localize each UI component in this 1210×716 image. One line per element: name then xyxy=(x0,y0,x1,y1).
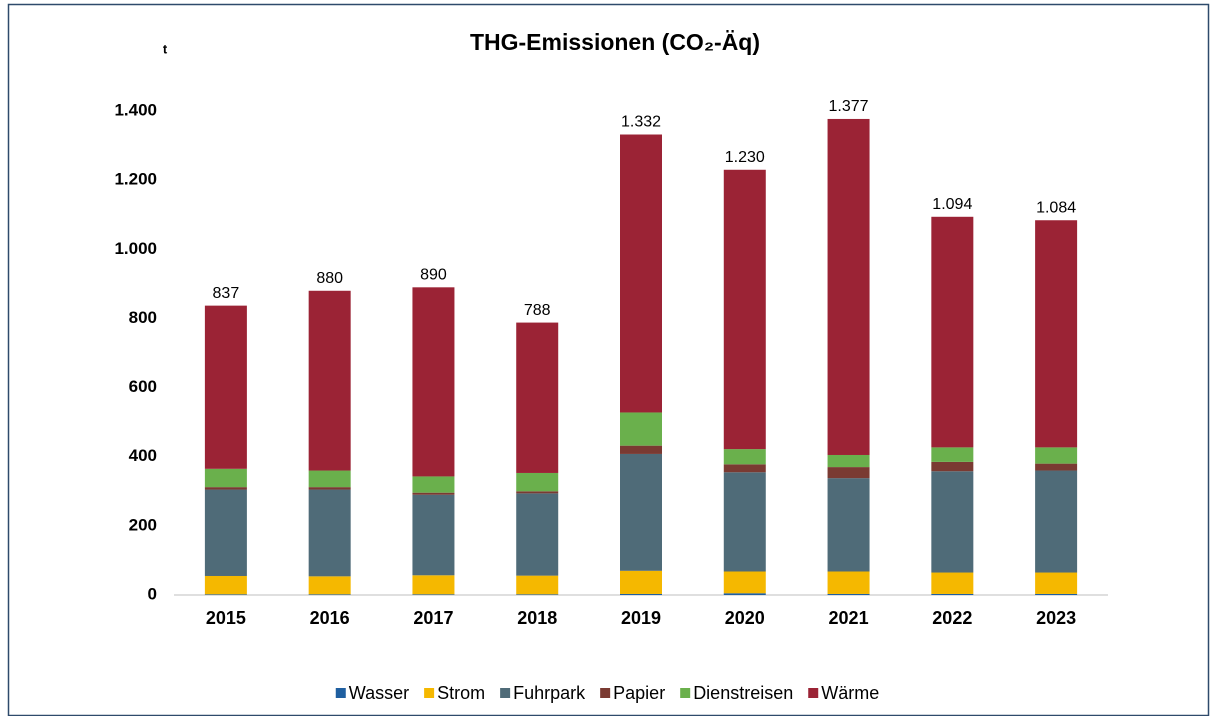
bar-segment xyxy=(620,570,662,594)
x-tick-label: 2023 xyxy=(1036,608,1076,628)
y-tick-label: 600 xyxy=(129,377,157,396)
bar-segment xyxy=(204,468,247,488)
bar-segment xyxy=(412,287,455,477)
bar-segment xyxy=(827,478,870,572)
bar-segment xyxy=(931,447,974,462)
bar-segment xyxy=(931,461,974,472)
bar-segment xyxy=(308,594,351,595)
bar-segment xyxy=(931,572,974,594)
total-label: 880 xyxy=(316,270,343,287)
legend-swatch xyxy=(500,688,511,698)
bar-segment xyxy=(308,290,351,471)
legend-swatch xyxy=(335,688,346,698)
bar-segment xyxy=(412,575,455,595)
bar-segment xyxy=(931,593,974,595)
legend-swatch xyxy=(424,688,435,698)
legend-label: Wasser xyxy=(349,683,409,703)
x-tick-label: 2018 xyxy=(517,608,557,628)
legend-label: Strom xyxy=(437,683,485,703)
bar-segment xyxy=(412,494,455,576)
bar-segment xyxy=(1035,593,1078,595)
y-tick-label: 200 xyxy=(129,515,157,534)
bar-segment xyxy=(931,216,974,448)
total-label: 1.332 xyxy=(621,114,661,131)
total-label: 837 xyxy=(213,285,240,302)
bar-segment xyxy=(1035,470,1078,573)
bar-segment xyxy=(516,594,559,595)
bar-segment xyxy=(412,492,455,495)
total-label: 1.094 xyxy=(932,196,972,213)
bar-segment xyxy=(723,472,766,572)
bar-segment xyxy=(204,489,247,576)
bar-segment xyxy=(620,134,662,413)
legend-label: Fuhrpark xyxy=(513,683,586,703)
bar-segment xyxy=(516,322,559,473)
bar-segment xyxy=(204,487,247,490)
total-label: 1.084 xyxy=(1036,199,1076,216)
y-tick-label: 400 xyxy=(129,446,157,465)
bar-segment xyxy=(827,571,870,594)
bar-segment xyxy=(827,118,870,455)
total-label: 890 xyxy=(420,267,447,284)
bar-segment xyxy=(204,594,247,595)
y-tick-label: 0 xyxy=(148,584,157,603)
bar-segment xyxy=(1035,463,1078,471)
bar-segment xyxy=(204,575,247,595)
bar-segment xyxy=(723,449,766,465)
bar-segment xyxy=(308,470,351,488)
bar-segment xyxy=(827,467,870,479)
bar-segment xyxy=(620,412,662,446)
bar-segment xyxy=(308,576,351,595)
y-tick-label: 1.400 xyxy=(114,100,157,119)
bar-segment xyxy=(723,593,766,595)
bar-segment xyxy=(1035,447,1078,464)
bar-segment xyxy=(412,476,455,493)
total-label: 1.377 xyxy=(829,98,869,115)
bar-segment xyxy=(1035,220,1078,448)
bar-segment xyxy=(412,594,455,595)
total-label: 788 xyxy=(524,302,551,319)
bar-segment xyxy=(620,593,662,595)
x-tick-label: 2021 xyxy=(829,608,869,628)
legend-label: Dienstreisen xyxy=(693,683,793,703)
bar-segment xyxy=(308,489,351,577)
bar-segment xyxy=(308,487,351,490)
bar-segment xyxy=(827,593,870,595)
y-axis-label: t xyxy=(163,41,168,56)
legend-swatch xyxy=(680,688,691,698)
x-tick-label: 2016 xyxy=(310,608,350,628)
chart-title: THG-Emissionen (CO₂-Äq) xyxy=(470,29,760,55)
x-tick-label: 2019 xyxy=(621,608,661,628)
x-tick-label: 2015 xyxy=(206,608,246,628)
total-label: 1.230 xyxy=(725,149,765,166)
x-tick-label: 2022 xyxy=(932,608,972,628)
bar-segment xyxy=(723,571,766,594)
bar-segment xyxy=(723,169,766,450)
bar-segment xyxy=(931,471,974,573)
bar-segment xyxy=(204,305,247,469)
legend-swatch xyxy=(808,688,819,698)
y-tick-label: 1.000 xyxy=(114,239,157,258)
x-tick-label: 2020 xyxy=(725,608,765,628)
bar-segment xyxy=(620,445,662,454)
bar-segment xyxy=(620,453,662,571)
y-tick-label: 800 xyxy=(129,308,157,327)
bar-segment xyxy=(516,491,559,494)
frame xyxy=(7,3,1210,716)
legend-label: Papier xyxy=(613,683,665,703)
y-tick-label: 1.200 xyxy=(114,170,157,189)
legend-swatch xyxy=(600,688,611,698)
x-tick-label: 2017 xyxy=(413,608,453,628)
legend-label: Wärme xyxy=(821,683,879,703)
bar-segment xyxy=(723,464,766,473)
bar-segment xyxy=(516,575,559,595)
bar-segment xyxy=(516,472,559,492)
bar-segment xyxy=(516,493,559,576)
bar-segment xyxy=(827,454,870,468)
bar-segment xyxy=(1035,572,1078,594)
